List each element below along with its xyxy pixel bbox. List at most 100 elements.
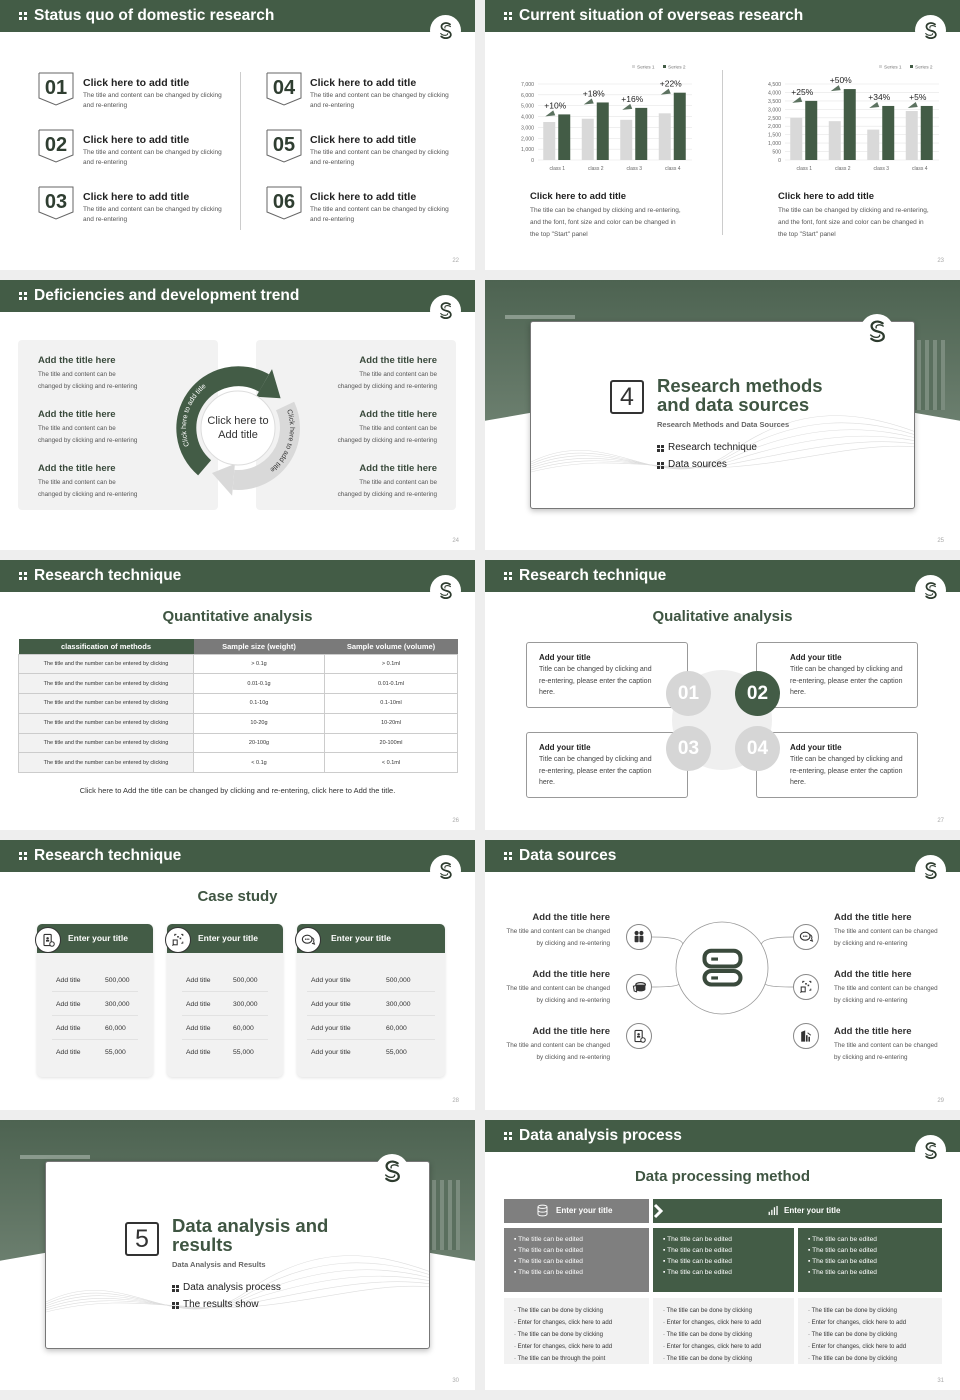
box-title[interactable]: Add your title xyxy=(790,743,842,752)
item-title[interactable]: Click here to add title xyxy=(310,191,417,203)
card-title[interactable]: Enter your title xyxy=(331,933,391,943)
list-item[interactable]: · Enter for changes, click here to add xyxy=(663,1320,762,1326)
slide-31[interactable]: Data analysis process Data processing me… xyxy=(485,1120,960,1390)
list-item[interactable]: · The title can be done by clicking xyxy=(663,1308,752,1314)
slide-24[interactable]: Deficiencies and development trend Add t… xyxy=(0,280,475,550)
row-label[interactable]: Add your title xyxy=(311,1025,351,1032)
item-title[interactable]: Click here to add title xyxy=(83,191,190,203)
section-bullet[interactable]: Research technique xyxy=(657,442,757,453)
list-item[interactable]: · Enter for changes, click here to add xyxy=(808,1344,907,1350)
table-cell[interactable]: The title and the number can be entered … xyxy=(18,673,194,695)
list-item[interactable]: · The title can be done by clicking xyxy=(663,1356,752,1362)
list-item[interactable]: ▪ The title can be edited xyxy=(808,1247,877,1254)
table-cell[interactable]: > 0.1ml xyxy=(324,653,458,675)
slide-30[interactable]: 5 Data analysis and results Data Analysis … xyxy=(0,1120,475,1390)
table-cell[interactable]: < 0.1ml xyxy=(324,752,458,774)
slide-23[interactable]: Current situation of overseas research 0… xyxy=(485,0,960,270)
slide-27[interactable]: Research technique Qualitative analysis A… xyxy=(485,560,960,830)
list-item[interactable]: · The title can be done by clicking xyxy=(514,1332,603,1338)
list-item[interactable]: ▪ The title can be edited xyxy=(663,1258,732,1265)
table-cell[interactable]: The title and the number can be entered … xyxy=(18,712,194,734)
row-value[interactable]: 60,000 xyxy=(105,1025,126,1032)
source-title[interactable]: Add the title here xyxy=(834,1026,912,1037)
card-title[interactable]: Enter your title xyxy=(68,933,128,943)
section-bullet[interactable]: The results show xyxy=(172,1299,259,1310)
row-label[interactable]: Add title xyxy=(56,1001,81,1008)
table-cell[interactable]: 0.1-10ml xyxy=(324,693,458,714)
slide-22[interactable]: Status quo of domestic research 01 Click … xyxy=(0,0,475,270)
table-cell[interactable]: 0.1-10g xyxy=(193,693,325,714)
source-title[interactable]: Add the title here xyxy=(532,912,610,923)
card-title[interactable]: Enter your title xyxy=(198,933,258,943)
table-cell[interactable]: 10-20ml xyxy=(324,712,458,734)
row-value[interactable]: 55,000 xyxy=(386,1049,407,1056)
section-title[interactable]: Research methods and data sources xyxy=(657,375,823,415)
item-title[interactable]: Click here to add title xyxy=(310,134,417,146)
caption-title[interactable]: Click here to add title xyxy=(530,191,627,202)
row-value[interactable]: 500,000 xyxy=(233,977,258,984)
analysis-box[interactable] xyxy=(756,642,918,708)
row-value[interactable]: 300,000 xyxy=(233,1001,258,1008)
item-title[interactable]: Add the title here xyxy=(38,355,116,366)
row-label[interactable]: Add your title xyxy=(311,1049,351,1056)
section-bullet[interactable]: Data sources xyxy=(657,459,727,470)
row-value[interactable]: 300,000 xyxy=(386,1001,411,1008)
list-item[interactable]: ▪ The title can be edited xyxy=(808,1236,877,1243)
analysis-box[interactable] xyxy=(526,642,688,708)
table-cell[interactable]: > 0.1g xyxy=(193,653,325,675)
row-label[interactable]: Add title xyxy=(186,1025,211,1032)
item-title[interactable]: Click here to add title xyxy=(310,77,417,89)
list-item[interactable]: · Enter for changes, click here to add xyxy=(514,1320,613,1326)
slide-26[interactable]: Research technique Quantitative analysis… xyxy=(0,560,475,830)
row-value[interactable]: 60,000 xyxy=(233,1025,254,1032)
source-title[interactable]: Add the title here xyxy=(834,969,912,980)
row-value[interactable]: 60,000 xyxy=(386,1025,407,1032)
item-title[interactable]: Add the title here xyxy=(359,409,437,420)
table-cell[interactable]: The title and the number can be entered … xyxy=(18,693,194,714)
list-item[interactable]: · The title can be done by clicking xyxy=(808,1308,897,1314)
list-item[interactable]: · The title can be through the point xyxy=(514,1356,606,1362)
table-cell[interactable]: 20-100g xyxy=(193,732,325,754)
box-title[interactable]: Add your title xyxy=(790,653,842,662)
list-item[interactable]: ▪ The title can be edited xyxy=(808,1269,877,1276)
table-cell[interactable]: The title and the number can be entered … xyxy=(18,752,194,774)
table-cell[interactable]: 20-100ml xyxy=(324,732,458,754)
list-item[interactable]: · The title can be done by clicking xyxy=(808,1332,897,1338)
list-item[interactable]: · The title can be done by clicking xyxy=(808,1356,897,1362)
source-title[interactable]: Add the title here xyxy=(532,969,610,980)
list-item[interactable]: · Enter for changes, click here to add xyxy=(663,1344,762,1350)
step-header-right[interactable]: Enter your title xyxy=(653,1199,942,1223)
table-cell[interactable]: 0.01-0.1g xyxy=(193,673,325,695)
row-value[interactable]: 55,000 xyxy=(105,1049,126,1056)
source-title[interactable]: Add the title here xyxy=(532,1026,610,1037)
caption-title[interactable]: Click here to add title xyxy=(778,191,875,202)
analysis-box[interactable] xyxy=(526,732,688,798)
row-label[interactable]: Add title xyxy=(56,977,81,984)
list-item[interactable]: ▪ The title can be edited xyxy=(514,1247,583,1254)
table-cell[interactable]: < 0.1g xyxy=(193,752,325,774)
list-item[interactable]: ▪ The title can be edited xyxy=(663,1236,732,1243)
list-item[interactable]: · Enter for changes, click here to add xyxy=(514,1344,613,1350)
analysis-box[interactable] xyxy=(756,732,918,798)
row-label[interactable]: Add your title xyxy=(311,1001,351,1008)
item-title[interactable]: Click here to add title xyxy=(83,77,190,89)
list-item[interactable]: ▪ The title can be edited xyxy=(663,1269,732,1276)
list-item[interactable]: · Enter for changes, click here to add xyxy=(808,1320,907,1326)
source-title[interactable]: Add the title here xyxy=(834,912,912,923)
center-title[interactable]: Click here to Add title xyxy=(207,415,269,441)
list-item[interactable]: ▪ The title can be edited xyxy=(808,1258,877,1265)
list-item[interactable]: · The title can be done by clicking xyxy=(514,1308,603,1314)
list-item[interactable]: ▪ The title can be edited xyxy=(663,1247,732,1254)
item-title[interactable]: Add the title here xyxy=(359,463,437,474)
item-title[interactable]: Click here to add title xyxy=(83,134,190,146)
row-label[interactable]: Add title xyxy=(186,1001,211,1008)
row-value[interactable]: 500,000 xyxy=(105,977,130,984)
slide-28[interactable]: Research technique Case study Enter your… xyxy=(0,840,475,1110)
box-title[interactable]: Add your title xyxy=(539,743,591,752)
list-item[interactable]: ▪ The title can be edited xyxy=(514,1258,583,1265)
row-label[interactable]: Add title xyxy=(56,1025,81,1032)
slide-25[interactable]: 4 Research methods and data sources Resear… xyxy=(485,280,960,550)
row-value[interactable]: 55,000 xyxy=(233,1049,254,1056)
table-cell[interactable]: The title and the number can be entered … xyxy=(18,653,194,675)
row-value[interactable]: 300,000 xyxy=(105,1001,130,1008)
